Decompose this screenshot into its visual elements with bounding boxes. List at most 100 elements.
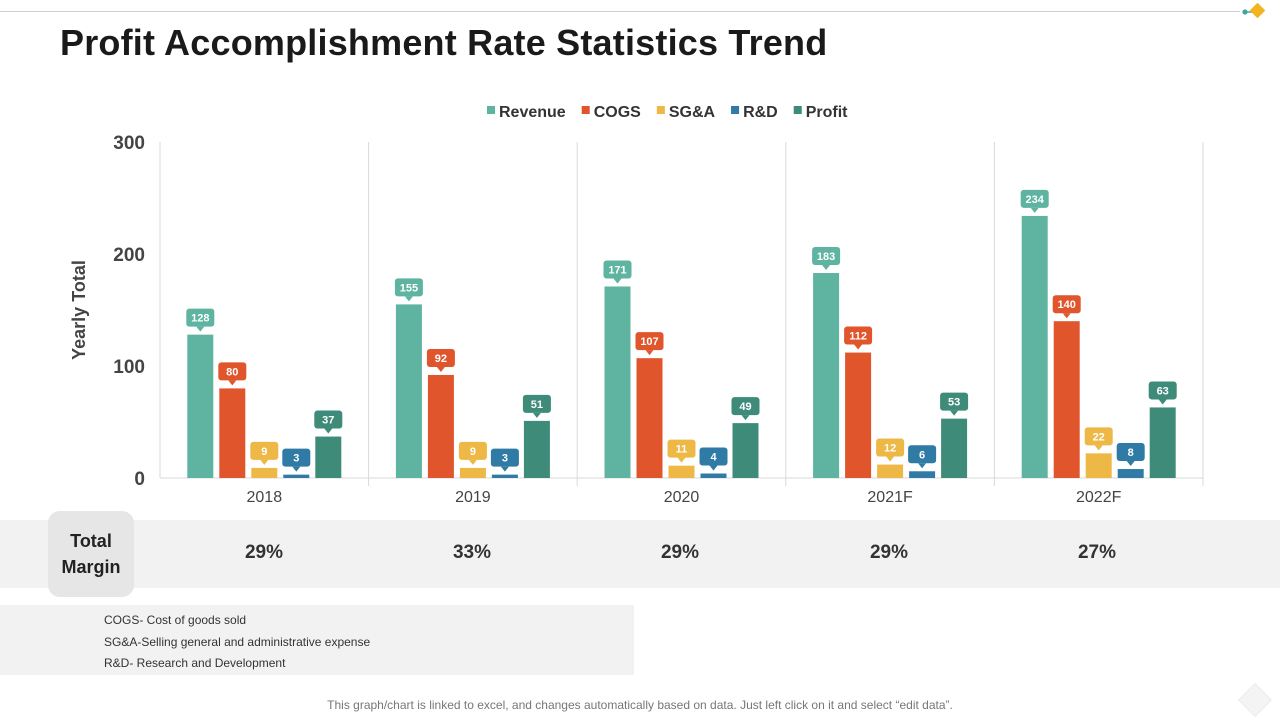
data-label-1-2: 107	[640, 336, 658, 348]
y-axis-title: Yearly Total	[69, 260, 89, 360]
callout-pointer-4-1	[532, 412, 541, 418]
data-label-0-4: 234	[1026, 194, 1045, 206]
bar-4-2	[732, 423, 759, 478]
corner-logo-icon	[1242, 2, 1266, 19]
total-margin-label: Total Margin	[48, 511, 134, 597]
data-label-3-0: 3	[293, 453, 299, 465]
footer-note: This graph/chart is linked to excel, and…	[327, 698, 953, 712]
callout-3-1	[490, 448, 519, 467]
data-label-4-0: 37	[322, 415, 334, 427]
callout-pointer-0-1	[404, 296, 413, 302]
note-sga: SG&A-Selling general and administrative …	[104, 635, 371, 649]
data-label-0-0: 128	[191, 313, 209, 325]
callout-2-3	[876, 438, 905, 457]
callout-4-0	[314, 410, 343, 429]
legend-swatch-1	[581, 106, 590, 114]
x-tick-label-1: 2019	[455, 489, 491, 506]
bar-3-1	[491, 474, 518, 478]
callout-pointer-3-4	[1126, 461, 1135, 467]
legend-swatch-4	[793, 106, 802, 114]
bar-4-3	[941, 418, 968, 478]
total-margin-label-line2: Margin	[61, 557, 121, 577]
top-rule	[0, 11, 1240, 12]
note-rd: R&D- Research and Development	[104, 656, 286, 670]
callout-pointer-4-4	[1158, 399, 1167, 405]
legend-swatch-0	[487, 106, 495, 114]
data-label-1-0: 80	[226, 366, 238, 378]
x-tick-label-4: 2022F	[1076, 489, 1122, 506]
callout-pointer-4-3	[950, 410, 959, 416]
callout-2-1	[458, 441, 487, 460]
bar-1-0	[219, 388, 246, 478]
data-label-3-3: 6	[919, 449, 925, 461]
y-tick-label-1: 100	[113, 357, 145, 378]
data-label-2-3: 12	[884, 443, 896, 455]
legend-label-4: Profit	[806, 104, 848, 121]
data-label-4-1: 51	[531, 399, 543, 411]
data-label-1-1: 92	[435, 353, 447, 365]
bar-1-2	[636, 358, 663, 478]
margin-value-2020: 29%	[660, 542, 700, 563]
bar-2-3	[877, 464, 904, 478]
data-label-4-2: 49	[739, 401, 751, 413]
margin-value-2019: 33%	[452, 542, 492, 563]
legend-label-0: Revenue	[499, 104, 566, 121]
callout-pointer-1-4	[1062, 313, 1071, 319]
callout-1-1	[426, 348, 455, 367]
callout-pointer-0-2	[613, 278, 622, 284]
bar-0-4	[1021, 215, 1048, 479]
bar-0-0	[187, 334, 214, 478]
bar-0-2	[604, 286, 631, 478]
notes-box: COGS- Cost of goods sold SG&A-Selling ge…	[0, 605, 634, 675]
callout-pointer-0-4	[1030, 207, 1039, 213]
data-label-1-3: 112	[849, 331, 867, 343]
callout-pointer-2-4	[1094, 445, 1103, 451]
callout-pointer-0-0	[196, 326, 205, 332]
legend-label-1: COGS	[594, 104, 641, 121]
data-label-0-2: 171	[608, 264, 626, 276]
callout-pointer-2-0	[260, 459, 269, 465]
callout-0-4	[1020, 189, 1049, 208]
margin-value-2018: 29%	[244, 542, 284, 563]
callout-pointer-1-0	[228, 380, 237, 386]
callout-2-0	[250, 441, 279, 460]
callout-1-4	[1052, 295, 1081, 314]
margin-value-2022f: 27%	[1077, 542, 1117, 563]
x-tick-label-0: 2018	[247, 489, 283, 506]
y-tick-label-2: 200	[113, 245, 145, 266]
callout-pointer-2-1	[468, 459, 477, 465]
bar-3-3	[909, 471, 936, 478]
bar-1-3	[845, 352, 872, 478]
callout-pointer-2-2	[677, 457, 686, 463]
legend-label-3: R&D	[743, 104, 778, 121]
bar-chart[interactable]: Revenue COGS SG&A R&D Profit Yearly Total 0 100…	[0, 80, 1280, 520]
data-label-2-0: 9	[261, 446, 267, 458]
callout-4-2	[731, 397, 760, 416]
data-label-0-3: 183	[817, 251, 835, 263]
bar-3-0	[283, 474, 310, 478]
bar-0-1	[395, 304, 422, 478]
y-tick-label-3: 300	[113, 133, 145, 154]
bar-3-4	[1117, 469, 1144, 478]
callout-1-3	[844, 326, 873, 345]
callout-4-4	[1148, 381, 1177, 400]
bar-4-0	[315, 436, 342, 478]
callout-3-2	[699, 447, 728, 466]
callout-1-0	[218, 362, 247, 381]
page-title: Profit Accomplishment Rate Statistics Tr…	[60, 22, 828, 63]
callout-4-3	[940, 392, 969, 411]
total-margin-band	[0, 520, 1280, 588]
data-label-3-4: 8	[1128, 447, 1134, 459]
callout-0-0	[186, 308, 215, 327]
callout-2-2	[667, 439, 696, 458]
bar-2-1	[459, 467, 486, 478]
legend-swatch-2	[656, 106, 665, 114]
bar-4-4	[1149, 407, 1176, 478]
x-tick-label-3: 2021F	[867, 489, 913, 506]
callout-pointer-0-3	[822, 265, 831, 271]
callout-pointer-3-2	[709, 465, 718, 471]
callout-pointer-1-1	[436, 366, 445, 372]
bar-1-1	[427, 374, 454, 478]
bar-2-0	[251, 467, 278, 478]
bar-2-4	[1085, 453, 1112, 478]
